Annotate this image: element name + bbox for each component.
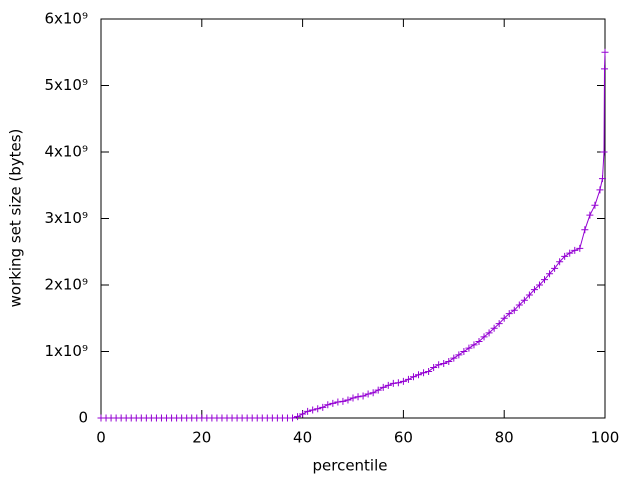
point-marker xyxy=(379,383,387,391)
point-marker xyxy=(339,397,347,405)
point-marker xyxy=(349,394,357,402)
point-marker xyxy=(319,403,327,411)
point-marker xyxy=(480,333,488,341)
point-marker xyxy=(485,329,493,337)
y-tick-label: 6x10⁹ xyxy=(44,10,88,28)
point-marker xyxy=(440,359,448,367)
point-marker xyxy=(415,371,423,379)
point-marker xyxy=(525,291,533,299)
point-marker xyxy=(425,367,433,375)
point-marker xyxy=(576,244,584,252)
point-marker xyxy=(314,405,322,413)
point-marker xyxy=(309,406,317,414)
point-marker xyxy=(389,379,397,387)
point-marker xyxy=(541,276,549,284)
point-marker xyxy=(530,286,538,294)
point-marker xyxy=(551,264,559,272)
point-marker xyxy=(556,258,564,266)
point-marker xyxy=(324,401,332,409)
point-marker xyxy=(384,381,392,389)
point-marker xyxy=(600,148,608,156)
point-marker xyxy=(470,341,478,349)
point-marker xyxy=(430,363,438,371)
x-tick-label: 60 xyxy=(394,429,413,447)
point-marker xyxy=(404,375,412,383)
point-marker xyxy=(394,379,402,387)
point-marker xyxy=(450,354,458,362)
point-marker xyxy=(520,296,528,304)
point-marker xyxy=(561,252,569,260)
data-line xyxy=(101,52,606,419)
x-axis-label: percentile xyxy=(312,457,387,475)
point-marker xyxy=(515,301,523,309)
plot-frame xyxy=(100,18,606,419)
point-marker xyxy=(566,249,574,257)
x-tick-label: 100 xyxy=(591,429,620,447)
point-marker xyxy=(546,270,554,278)
y-tick-label: 5x10⁹ xyxy=(44,76,88,94)
x-tick-label: 0 xyxy=(96,429,106,447)
point-marker xyxy=(374,386,382,394)
y-tick-label: 0 xyxy=(78,409,88,427)
point-marker xyxy=(571,246,579,254)
point-marker xyxy=(420,369,428,377)
point-marker xyxy=(535,281,543,289)
x-tick-label: 80 xyxy=(495,429,514,447)
y-tick-label: 4x10⁹ xyxy=(44,143,88,161)
point-marker xyxy=(359,392,367,400)
point-marker xyxy=(460,348,468,355)
y-tick-label: 1x10⁹ xyxy=(44,342,88,360)
y-tick-label: 2x10⁹ xyxy=(44,276,88,294)
y-tick-label: 3x10⁹ xyxy=(44,209,88,227)
point-marker xyxy=(304,407,312,415)
point-marker xyxy=(490,324,498,332)
point-marker xyxy=(334,398,342,406)
x-tick-label: 20 xyxy=(192,429,211,447)
point-marker xyxy=(364,390,372,398)
point-marker xyxy=(455,351,463,359)
point-marker xyxy=(510,306,518,314)
point-marker xyxy=(581,226,589,234)
point-marker xyxy=(344,396,352,404)
point-marker xyxy=(445,357,453,365)
point-marker xyxy=(586,211,594,219)
point-marker xyxy=(600,65,608,73)
point-marker xyxy=(601,48,609,56)
point-marker xyxy=(354,393,362,401)
point-marker xyxy=(500,314,508,322)
point-marker xyxy=(475,338,483,346)
point-marker xyxy=(505,310,513,318)
point-marker xyxy=(369,389,377,397)
point-marker xyxy=(409,373,417,381)
point-marker xyxy=(465,344,473,352)
point-marker xyxy=(329,399,337,407)
point-marker xyxy=(596,186,604,194)
point-marker xyxy=(435,361,443,369)
point-marker xyxy=(289,414,297,422)
x-tick-label: 40 xyxy=(293,429,312,447)
point-marker xyxy=(294,413,302,421)
point-marker xyxy=(495,320,503,328)
point-marker xyxy=(399,377,407,385)
point-marker xyxy=(591,201,599,209)
point-marker xyxy=(598,175,606,183)
point-marker xyxy=(299,410,307,418)
y-axis-label: working set size (bytes) xyxy=(7,129,25,308)
